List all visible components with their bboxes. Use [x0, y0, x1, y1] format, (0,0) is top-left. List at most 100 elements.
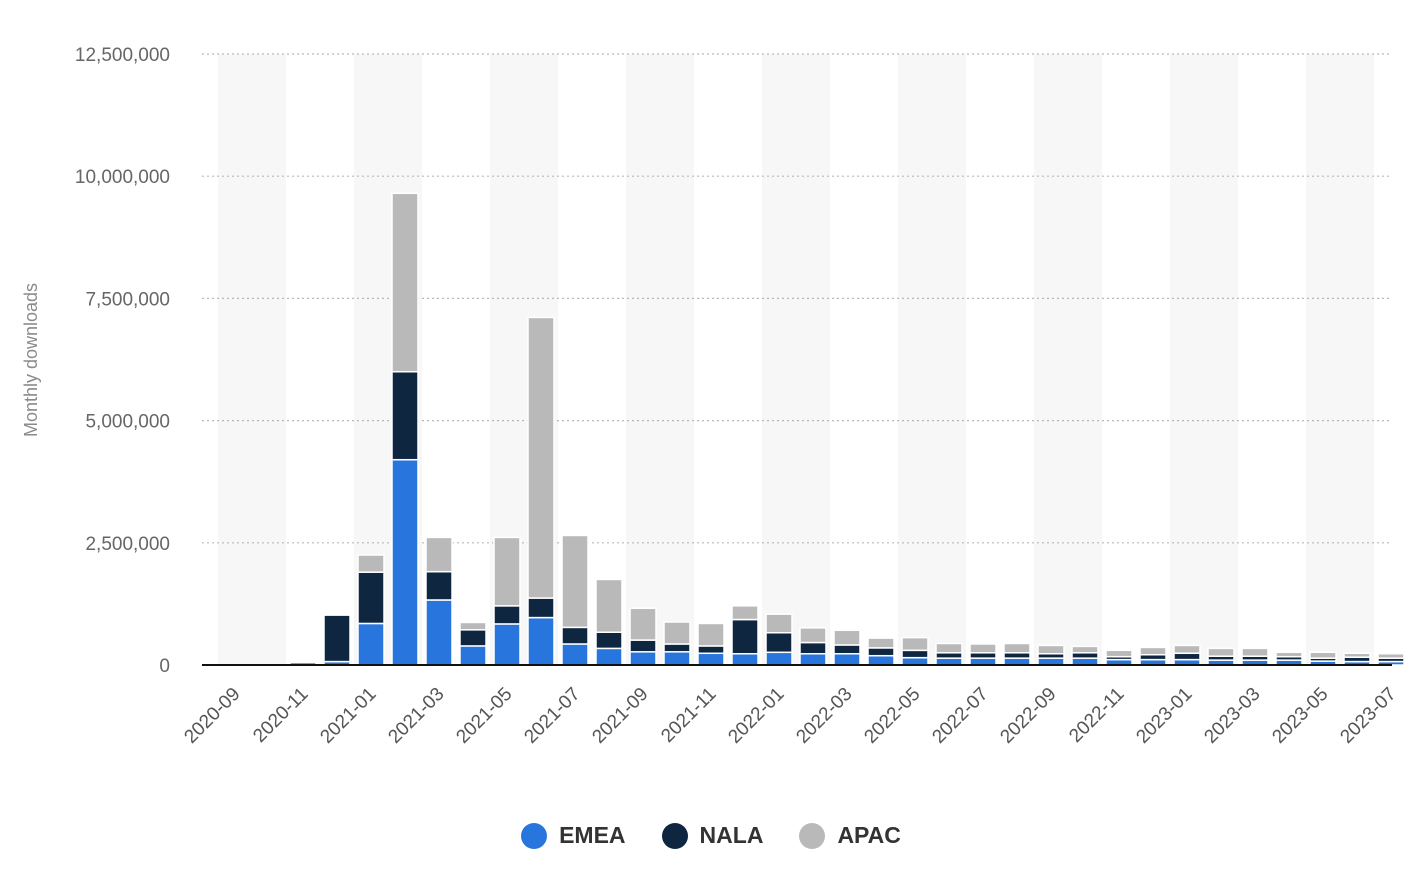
bar-apac-2021-05[interactable] — [493, 536, 521, 607]
x-tick-label: 2021-09 — [588, 684, 652, 748]
bar-apac-2023-01[interactable] — [1173, 644, 1201, 655]
x-tick-label: 2021-05 — [452, 684, 516, 748]
bar-apac-2023-06[interactable] — [1343, 652, 1371, 658]
bar-emea-2022-10[interactable] — [1071, 657, 1099, 666]
bar-apac-2022-10[interactable] — [1071, 645, 1099, 654]
bar-apac-2022-01[interactable] — [765, 613, 793, 634]
y-tick-label: 0 — [159, 656, 170, 677]
bar-apac-2021-10[interactable] — [663, 621, 691, 645]
bar-nala-2021-01[interactable] — [357, 571, 385, 625]
x-tick-label: 2021-03 — [384, 684, 448, 748]
bar-apac-2023-02[interactable] — [1207, 647, 1235, 657]
bar-emea-2022-08[interactable] — [1003, 657, 1031, 666]
bar-apac-2022-09[interactable] — [1037, 644, 1065, 655]
y-axis-label: Monthly downloads — [21, 283, 41, 437]
bar-apac-2021-06[interactable] — [527, 316, 555, 599]
bar-emea-2021-07[interactable] — [561, 643, 589, 666]
bar-apac-2023-03[interactable] — [1241, 647, 1269, 657]
bar-nala-2022-08[interactable] — [1003, 652, 1031, 659]
bar-nala-2021-02[interactable] — [391, 370, 419, 461]
bar-emea-2021-02[interactable] — [391, 458, 419, 666]
bar-emea-2021-01[interactable] — [357, 622, 385, 666]
bar-emea-2021-12[interactable] — [731, 653, 759, 666]
bar-nala-2022-05[interactable] — [901, 649, 929, 659]
bar-apac-2022-12[interactable] — [1139, 646, 1167, 656]
x-tick-label: 2022-01 — [724, 684, 788, 748]
bar-nala-2022-06[interactable] — [935, 652, 963, 659]
gridlines — [202, 53, 1392, 544]
column-band — [1170, 54, 1238, 665]
bar-nala-2021-09[interactable] — [629, 639, 657, 653]
bar-nala-2021-03[interactable] — [425, 570, 453, 601]
bar-apac-2022-07[interactable] — [969, 643, 997, 654]
column-band — [626, 54, 694, 665]
bar-apac-2021-04[interactable] — [459, 621, 487, 631]
bar-nala-2022-01[interactable] — [765, 631, 793, 654]
legend-item-emea[interactable]: EMEA — [521, 822, 626, 849]
bar-emea-2022-05[interactable] — [901, 656, 929, 666]
bar-apac-2021-07[interactable] — [561, 534, 589, 629]
bar-emea-2021-08[interactable] — [595, 647, 623, 666]
bar-emea-2022-03[interactable] — [833, 653, 861, 666]
y-tick-label: 7,500,000 — [85, 289, 170, 310]
column-band — [1306, 54, 1374, 665]
x-tick-label: 2023-01 — [1132, 684, 1196, 748]
bar-nala-2020-12[interactable] — [323, 614, 351, 663]
bar-emea-2022-04[interactable] — [867, 654, 895, 666]
column-band — [898, 54, 966, 665]
x-tick-label: 2021-07 — [520, 684, 584, 748]
bar-emea-2021-09[interactable] — [629, 651, 657, 666]
y-tick-label: 5,000,000 — [85, 412, 170, 433]
bar-nala-2021-07[interactable] — [561, 626, 589, 645]
bar-nala-2022-04[interactable] — [867, 647, 895, 657]
bar-emea-2021-05[interactable] — [493, 623, 521, 666]
bar-apac-2021-01[interactable] — [357, 554, 385, 573]
bar-apac-2023-07[interactable] — [1377, 653, 1405, 659]
bar-emea-2021-06[interactable] — [527, 616, 555, 666]
bar-emea-2021-10[interactable] — [663, 651, 691, 666]
bar-nala-2021-12[interactable] — [731, 618, 759, 655]
bar-emea-2021-03[interactable] — [425, 599, 453, 666]
bar-apac-2023-05[interactable] — [1309, 651, 1337, 659]
bar-nala-2021-05[interactable] — [493, 605, 521, 625]
bar-emea-2022-06[interactable] — [935, 657, 963, 666]
bar-apac-2022-02[interactable] — [799, 627, 827, 644]
bar-nala-2022-07[interactable] — [969, 652, 997, 659]
legend-item-nala[interactable]: NALA — [661, 822, 763, 849]
bar-apac-2021-08[interactable] — [595, 578, 623, 634]
bar-apac-2022-05[interactable] — [901, 636, 929, 652]
x-tick-label: 2020-11 — [249, 684, 312, 747]
bar-apac-2021-02[interactable] — [391, 192, 419, 373]
bar-apac-2023-04[interactable] — [1275, 651, 1303, 658]
bar-apac-2022-06[interactable] — [935, 642, 963, 654]
bar-nala-2021-06[interactable] — [527, 597, 555, 619]
x-tick-label: 2023-05 — [1268, 684, 1332, 748]
bar-nala-2022-10[interactable] — [1071, 652, 1099, 659]
apac-swatch-icon — [799, 822, 826, 849]
bar-apac-2022-04[interactable] — [867, 637, 895, 649]
y-axis-ticks: 0 2,500,000 5,000,000 7,500,000 10,000,000 12… — [75, 45, 170, 677]
bar-emea-2022-07[interactable] — [969, 657, 997, 666]
bar-emea-2022-09[interactable] — [1037, 657, 1065, 666]
bar-apac-2022-11[interactable] — [1105, 649, 1133, 658]
bar-nala-2022-02[interactable] — [799, 641, 827, 655]
bar-nala-2021-10[interactable] — [663, 643, 691, 653]
bar-apac-2021-03[interactable] — [425, 536, 453, 573]
bar-apac-2022-03[interactable] — [833, 629, 861, 646]
bar-nala-2021-04[interactable] — [459, 629, 487, 647]
bar-apac-2021-09[interactable] — [629, 607, 657, 641]
emea-swatch-icon — [521, 822, 548, 849]
bar-nala-2023-01[interactable] — [1173, 652, 1201, 661]
bar-nala-2022-03[interactable] — [833, 644, 861, 655]
bar-nala-2021-08[interactable] — [595, 631, 623, 650]
bar-emea-2021-11[interactable] — [697, 652, 725, 666]
bar-emea-2021-04[interactable] — [459, 645, 487, 666]
bar-emea-2022-02[interactable] — [799, 653, 827, 666]
legend-item-apac[interactable]: APAC — [799, 822, 901, 849]
bar-apac-2022-08[interactable] — [1003, 642, 1031, 654]
bar-nala-2021-11[interactable] — [697, 645, 725, 655]
bar-apac-2021-12[interactable] — [731, 605, 759, 621]
bar-emea-2022-01[interactable] — [765, 651, 793, 666]
bar-apac-2021-11[interactable] — [697, 622, 725, 647]
